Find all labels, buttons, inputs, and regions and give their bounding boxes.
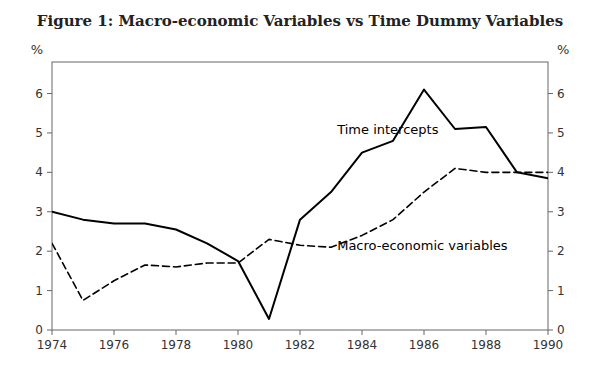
annotation: Time intercepts: [336, 122, 438, 137]
y2-tick-label: 1: [557, 284, 565, 298]
y-tick: [47, 93, 52, 94]
y2-tick-label: 4: [557, 165, 565, 179]
y-tick: [47, 172, 52, 173]
series-line: [52, 90, 548, 319]
y-axis-label: %: [31, 42, 43, 57]
x-tick-label: 1976: [99, 338, 130, 352]
y2-tick-label: 2: [557, 244, 565, 258]
y-tick-label: 3: [35, 205, 43, 219]
x-tick: [238, 330, 239, 335]
y-tick: [47, 132, 52, 133]
y2-tick-label: 5: [557, 126, 565, 140]
y2-tick: [548, 132, 553, 133]
x-tick-label: 1988: [471, 338, 502, 352]
y2-tick: [548, 93, 553, 94]
x-tick-label: 1982: [285, 338, 316, 352]
x-tick: [114, 330, 115, 335]
y2-tick-label: 0: [557, 323, 565, 337]
y-tick-label: 4: [35, 165, 43, 179]
y-tick-label: 2: [35, 244, 43, 258]
x-tick-label: 1980: [223, 338, 254, 352]
y2-tick: [548, 330, 553, 331]
x-tick: [424, 330, 425, 335]
y-tick-label: 6: [35, 87, 43, 101]
y2-tick-label: 6: [557, 87, 565, 101]
x-tick: [176, 330, 177, 335]
y-tick: [47, 251, 52, 252]
y-tick-label: 1: [35, 284, 43, 298]
x-tick: [52, 330, 53, 335]
annotation: Macro-economic variables: [337, 238, 508, 253]
x-tick: [362, 330, 363, 335]
x-tick-label: 1978: [161, 338, 192, 352]
y2-tick: [548, 172, 553, 173]
x-tick: [486, 330, 487, 335]
series-line: [52, 168, 548, 300]
plot-area: [52, 90, 548, 319]
y-tick: [47, 211, 52, 212]
x-tick-label: 1984: [347, 338, 378, 352]
y-tick-label: 5: [35, 126, 43, 140]
y2-tick: [548, 211, 553, 212]
y2-axis-label: %: [557, 42, 569, 57]
y2-tick: [548, 290, 553, 291]
plot-frame: [52, 62, 548, 330]
chart: Figure 1: Macro-economic Variables vs Ti…: [0, 0, 600, 368]
x-tick-label: 1986: [409, 338, 440, 352]
x-tick-label: 1990: [533, 338, 564, 352]
x-tick: [300, 330, 301, 335]
y2-tick-label: 3: [557, 205, 565, 219]
y-tick: [47, 330, 52, 331]
x-tick-label: 1974: [37, 338, 68, 352]
x-tick: [548, 330, 549, 335]
y-tick: [47, 290, 52, 291]
y-tick-label: 0: [35, 323, 43, 337]
y2-tick: [548, 251, 553, 252]
title: Figure 1: Macro-economic Variables vs Ti…: [37, 12, 563, 30]
